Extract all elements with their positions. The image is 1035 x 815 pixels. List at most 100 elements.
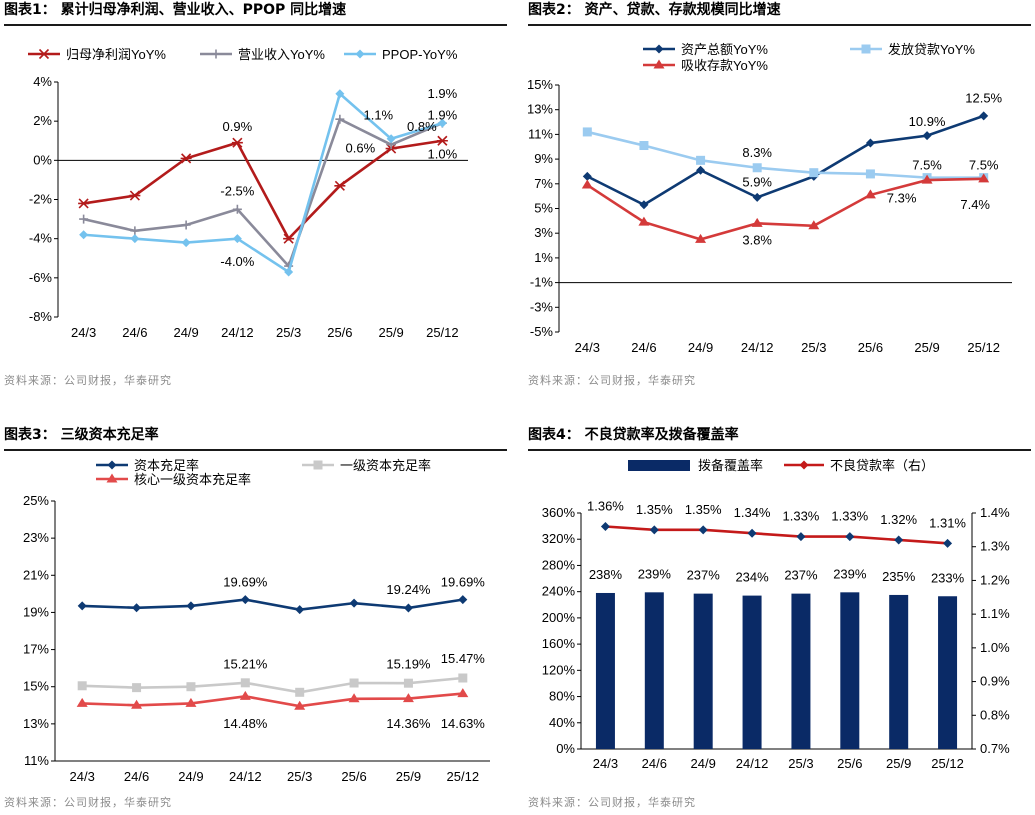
data-point [751, 217, 763, 227]
source-note-2: 资料来源：公司财报，华泰研究 [528, 374, 696, 387]
legend-label: PPOP-YoY% [382, 47, 458, 62]
y-tick-label: 3% [534, 225, 553, 240]
y-tick-label: -3% [530, 299, 554, 314]
x-tick-label: 24/6 [642, 756, 667, 771]
data-point [808, 220, 820, 230]
data-point [295, 687, 305, 697]
data-point [240, 595, 250, 605]
data-point [457, 688, 469, 698]
data-label: 7.3% [887, 191, 917, 206]
line-label: 1.35% [636, 502, 673, 517]
data-label: 8.3% [742, 145, 772, 160]
x-tick-label: 25/9 [886, 756, 911, 771]
data-point [130, 234, 140, 244]
data-point [334, 180, 346, 191]
data-point [796, 532, 806, 542]
legend-label: 资产总额YoY% [681, 42, 768, 57]
bar [791, 593, 811, 749]
title-rule-3 [4, 449, 507, 451]
y-tick-label: 0% [33, 152, 52, 167]
y2-tick-label: 0.8% [980, 707, 1010, 722]
data-point [348, 693, 360, 703]
y2-tick-label: 1.2% [980, 572, 1010, 587]
y2-tick-label: 1.4% [980, 505, 1010, 520]
data-point [747, 528, 757, 538]
data-point [335, 114, 345, 124]
y-tick-label: 1% [534, 250, 553, 265]
y-tick-label: 320% [542, 531, 576, 546]
data-label: 3.8% [742, 233, 772, 248]
legend-label: 发放贷款YoY% [888, 42, 975, 57]
x-tick-label: 24/3 [71, 325, 96, 340]
data-point [232, 204, 242, 214]
x-tick-label: 24/3 [70, 769, 95, 784]
y-tick-label: -5% [530, 324, 554, 339]
x-tick-label: 25/9 [396, 769, 421, 784]
data-point [402, 693, 414, 703]
legend-label: 不良贷款率（右） [830, 458, 934, 473]
data-point [239, 690, 251, 700]
chart-4-svg: 360% 320% 280% 240% 200% 160% 120% 80% 40% 0% 1.4%… [542, 458, 1010, 771]
legend-label: 吸收存款YoY% [681, 58, 768, 73]
x-tick-label: 24/9 [691, 756, 716, 771]
series-line [83, 91, 443, 275]
x-tick-label: 24/9 [178, 769, 203, 784]
data-label: 19.69% [223, 575, 268, 590]
x-tick-label: 25/12 [426, 325, 459, 340]
data-point [809, 168, 819, 178]
data-point [978, 173, 990, 183]
y-tick-label: -6% [29, 270, 53, 285]
y-tick-label: 240% [542, 584, 576, 599]
legend-marker [211, 49, 221, 59]
y-tick-label: 13% [23, 716, 49, 731]
y-tick-label: 160% [542, 636, 576, 651]
bar-label: 239% [638, 566, 672, 581]
data-point [284, 267, 294, 277]
y-tick-label: 13% [528, 102, 553, 117]
data-point [295, 605, 305, 615]
y2-tick-label: 1.3% [980, 539, 1010, 554]
data-point [181, 220, 191, 230]
y2-tick-label: 0.7% [980, 741, 1010, 756]
data-point [582, 171, 592, 181]
x-tick-label: 25/3 [788, 756, 813, 771]
data-label: 0.8% [407, 119, 437, 134]
chart-title-1: 图表1： 累计归母净利润、营业收入、PPOP 同比增速 [4, 2, 347, 18]
y-tick-label: 2% [33, 113, 52, 128]
line-label: 1.34% [734, 505, 771, 520]
y2-tick-label: 1.0% [980, 640, 1010, 655]
legend-swatch-bar [628, 460, 690, 471]
x-tick-label: 24/12 [229, 769, 262, 784]
x-tick-label: 24/6 [122, 325, 147, 340]
data-point [752, 192, 762, 202]
bar-label: 238% [589, 567, 623, 582]
legend-marker [861, 44, 871, 54]
data-label: 14.63% [441, 716, 486, 731]
data-point [696, 165, 706, 175]
data-point [349, 598, 359, 608]
x-tick-label: 25/9 [914, 340, 939, 355]
data-point [639, 141, 649, 151]
line-label: 1.31% [929, 515, 966, 530]
x-tick-label: 24/12 [741, 340, 774, 355]
x-tick-label: 25/6 [341, 769, 366, 784]
data-label: -4.0% [220, 254, 254, 269]
x-tick-label: 24/6 [631, 340, 656, 355]
bar-label: 233% [931, 570, 965, 585]
y-tick-label: 19% [23, 604, 49, 619]
y2-tick-label: 0.9% [980, 674, 1010, 689]
legend-label: 归母净利润YoY% [66, 47, 166, 62]
series-line [586, 177, 984, 241]
x-tick-label: 25/12 [967, 340, 1000, 355]
x-tick-label: 25/3 [801, 340, 826, 355]
y-tick-label: 23% [23, 530, 49, 545]
data-point [283, 233, 295, 244]
y-tick-label: 80% [549, 689, 575, 704]
y-tick-label: 7% [534, 176, 553, 191]
data-point [79, 214, 89, 224]
data-point [294, 700, 306, 710]
bar-label: 237% [784, 568, 818, 583]
legend-label: 资本充足率 [134, 458, 199, 473]
x-tick-label: 24/3 [575, 340, 600, 355]
line-label: 1.33% [831, 509, 868, 524]
